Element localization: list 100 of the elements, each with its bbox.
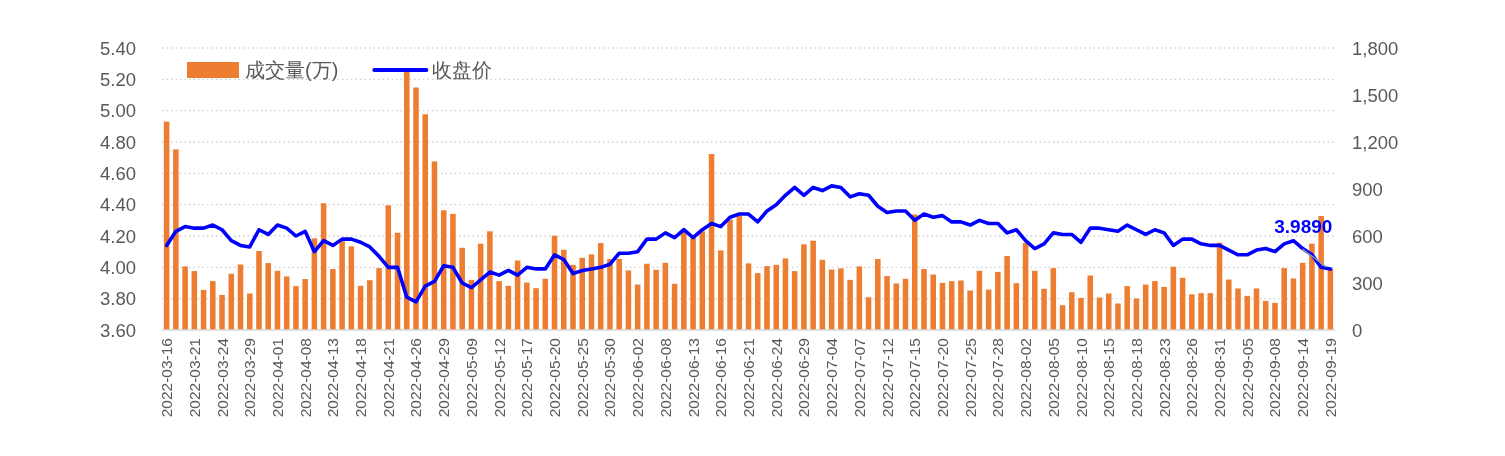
bar bbox=[1189, 294, 1195, 330]
x-tick-label: 2022-05-25 bbox=[573, 338, 591, 418]
x-tick-label: 2022-03-24 bbox=[213, 337, 231, 418]
x-tick-label: 2022-04-21 bbox=[379, 338, 397, 418]
x-tick-label: 2022-04-13 bbox=[324, 338, 342, 418]
x-tick-label: 2022-03-21 bbox=[185, 338, 203, 418]
bar bbox=[459, 247, 465, 330]
bar bbox=[644, 263, 650, 330]
bar bbox=[579, 257, 586, 330]
x-tick-label: 2022-05-09 bbox=[462, 338, 480, 418]
bar bbox=[413, 87, 419, 330]
bar bbox=[330, 269, 336, 330]
x-tick-label: 2022-07-15 bbox=[906, 338, 924, 418]
bar bbox=[921, 269, 927, 330]
bar bbox=[1161, 286, 1167, 330]
x-tick-label: 2022-05-17 bbox=[518, 338, 536, 418]
x-tick-label: 2022-08-05 bbox=[1044, 338, 1062, 418]
bar bbox=[173, 149, 179, 330]
bar bbox=[838, 268, 844, 330]
y-tick-label: 4.40 bbox=[99, 194, 136, 216]
bar bbox=[1235, 288, 1241, 330]
y2-tick-label: 1,800 bbox=[1352, 37, 1399, 59]
y-tick-label: 4.00 bbox=[99, 256, 136, 278]
bar bbox=[764, 266, 770, 330]
bar bbox=[773, 264, 779, 330]
bar bbox=[1078, 297, 1084, 330]
bar bbox=[958, 280, 964, 330]
bar bbox=[1115, 303, 1121, 330]
x-tick-label: 2022-08-15 bbox=[1100, 338, 1118, 418]
bar bbox=[718, 250, 724, 330]
bar bbox=[690, 238, 696, 330]
bar bbox=[219, 294, 225, 330]
bar bbox=[487, 231, 493, 330]
bar bbox=[847, 279, 853, 330]
x-tick-label: 2022-05-30 bbox=[601, 337, 619, 418]
x-tick-label: 2022-06-21 bbox=[740, 338, 757, 418]
x-tick-label: 2022-08-10 bbox=[1072, 337, 1090, 418]
x-tick-label: 2022-06-13 bbox=[684, 338, 702, 418]
y-tick-label: 4.20 bbox=[99, 225, 136, 247]
x-tick-label: 2022-08-23 bbox=[1155, 338, 1173, 418]
x-tick-label: 2022-08-31 bbox=[1211, 338, 1229, 418]
bar bbox=[376, 268, 382, 330]
bar bbox=[1272, 302, 1278, 330]
bar bbox=[210, 281, 216, 330]
y2-tick-label: 0 bbox=[1352, 319, 1363, 341]
bar bbox=[801, 244, 807, 330]
y2-tick-label: 1,500 bbox=[1352, 84, 1399, 106]
bar bbox=[607, 259, 613, 330]
x-tick-label: 2022-08-26 bbox=[1183, 338, 1201, 418]
x-tick-label: 2022-04-18 bbox=[352, 338, 370, 418]
bar bbox=[256, 251, 262, 330]
bar bbox=[1004, 256, 1010, 330]
x-tick-label: 2022-09-05 bbox=[1238, 338, 1256, 418]
x-tick-label: 2022-09-19 bbox=[1321, 338, 1339, 418]
x-tick-label: 2022-06-08 bbox=[656, 338, 674, 418]
bar bbox=[561, 249, 567, 330]
y2-tick-label: 600 bbox=[1352, 225, 1383, 247]
x-tick-label: 2022-08-18 bbox=[1127, 338, 1145, 418]
y-tick-label: 5.40 bbox=[99, 37, 136, 59]
bar bbox=[450, 213, 456, 330]
bar bbox=[293, 286, 299, 330]
bar bbox=[1087, 275, 1094, 330]
bar bbox=[265, 263, 271, 330]
bar bbox=[911, 214, 918, 330]
bar bbox=[1309, 243, 1315, 330]
bar bbox=[246, 293, 253, 330]
x-tick-label: 2022-07-04 bbox=[823, 337, 841, 418]
bar bbox=[422, 114, 428, 330]
bar bbox=[681, 231, 687, 330]
x-tick-label: 2022-03-29 bbox=[241, 338, 259, 418]
x-tick-label: 2022-08-02 bbox=[1017, 338, 1035, 418]
x-tick-label: 2022-07-28 bbox=[989, 338, 1007, 418]
bar bbox=[810, 240, 816, 330]
x-tick-label: 2022-06-24 bbox=[767, 337, 785, 418]
bar bbox=[403, 69, 410, 330]
bar bbox=[533, 288, 539, 330]
bar bbox=[302, 279, 308, 330]
bar bbox=[1226, 279, 1232, 330]
y2-tick-label: 300 bbox=[1352, 272, 1383, 294]
bar bbox=[1041, 288, 1047, 330]
bar bbox=[875, 259, 881, 330]
bar bbox=[182, 266, 188, 330]
bar bbox=[496, 281, 502, 330]
x-tick-label: 2022-05-20 bbox=[546, 337, 564, 418]
y2-tick-label: 1,200 bbox=[1352, 131, 1399, 153]
x-tick-label: 2022-07-20 bbox=[933, 337, 951, 418]
x-tick-label: 2022-04-26 bbox=[407, 338, 425, 418]
x-tick-label: 2022-07-07 bbox=[850, 338, 868, 418]
bar bbox=[736, 215, 743, 330]
bar bbox=[967, 290, 973, 330]
y2-tick-label: 900 bbox=[1352, 178, 1383, 200]
x-tick-label: 2022-04-01 bbox=[268, 338, 286, 418]
bar bbox=[367, 280, 373, 330]
x-tick-label: 2022-09-08 bbox=[1266, 338, 1284, 418]
bar bbox=[884, 276, 890, 330]
x-tick-label: 2022-06-16 bbox=[712, 338, 730, 418]
y-tick-label: 5.20 bbox=[99, 68, 136, 90]
bar bbox=[524, 282, 530, 330]
bar bbox=[1124, 286, 1130, 330]
bar bbox=[754, 273, 761, 330]
